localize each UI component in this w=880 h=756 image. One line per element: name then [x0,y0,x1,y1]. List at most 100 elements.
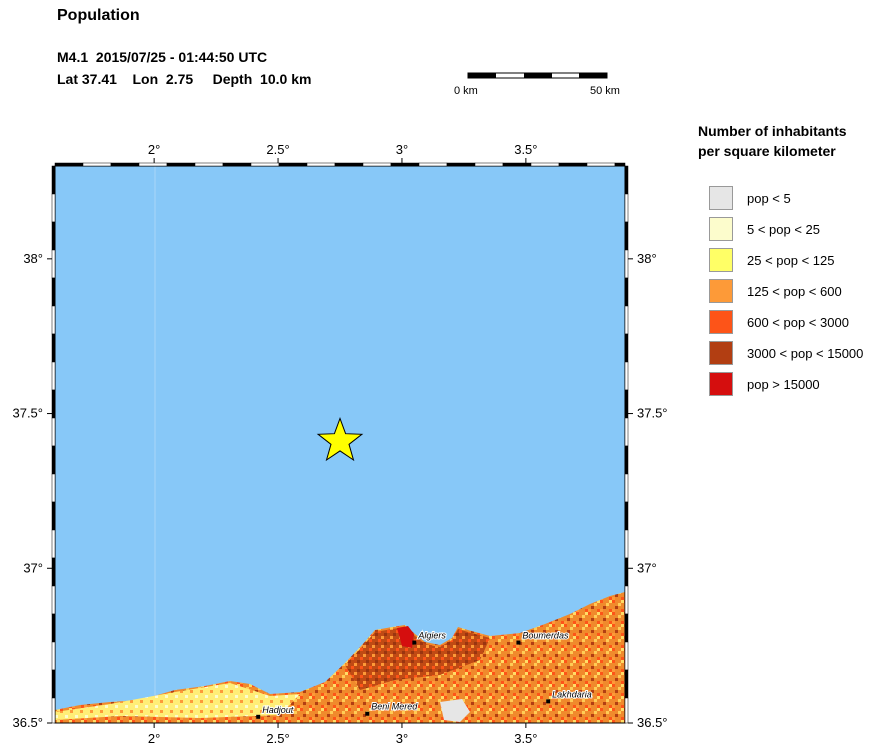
city-label: Beni Mered [371,702,418,712]
scale-bar [467,72,608,79]
city-marker [365,711,370,716]
frame-segment [334,162,364,167]
frame-segment [624,417,629,447]
legend-swatch [709,341,733,365]
lat-tick-label-right: 37° [637,560,657,575]
frame-segment [474,162,504,167]
frame-segment [51,445,56,475]
frame-segment [446,162,476,167]
legend-item: pop > 15000 [709,371,820,397]
frame-segment [51,613,56,643]
frame-segment [222,162,252,167]
lat-tick-label-right: 38° [637,251,657,266]
frame-segment [362,162,392,167]
frame-segment [624,389,629,419]
map-title: Population [57,7,140,24]
legend-title: Number of inhabitants per square kilomet… [698,121,847,161]
legend-item: pop < 5 [709,185,791,211]
frame-segment [166,162,196,167]
frame-segment [110,162,140,167]
event-location: Lat 37.41 Lon 2.75 Depth 10.0 km [57,71,312,87]
frame-segment [624,697,629,724]
frame-segment [624,165,629,195]
legend-label: pop > 15000 [747,376,820,392]
legend-item: 5 < pop < 25 [709,216,820,242]
frame-segment [624,193,629,223]
frame-segment [51,641,56,671]
frame-segment [54,162,84,167]
frame-segment [51,585,56,615]
frame-segment [51,473,56,503]
frame-segment [278,162,308,167]
legend-label: 5 < pop < 25 [747,221,821,237]
frame-segment [624,501,629,531]
legend-item: 3000 < pop < 15000 [709,340,863,366]
legend-title-line2: per square kilometer [698,143,836,159]
frame-segment [624,249,629,279]
frame-segment [624,333,629,363]
frame-segment [51,221,56,251]
city-label: Algiers [417,631,446,641]
legend-item: 25 < pop < 125 [709,247,834,273]
frame-segment [194,162,224,167]
frame-segment [51,529,56,559]
sparse-area [440,699,470,722]
frame-segment [624,473,629,503]
scale-bar-right-label: 50 km [590,85,620,97]
lat-tick-label-left: 36.5° [12,715,43,730]
city-marker [256,714,261,719]
city-label: Boumerdas [522,631,569,641]
city-marker [412,640,417,645]
frame-segment [624,305,629,335]
legend-swatch [709,186,733,210]
legend-swatch [709,248,733,272]
legend-swatch [709,217,733,241]
lat-tick-label-left: 38° [23,251,43,266]
frame-segment [138,162,168,167]
frame-segment [624,585,629,615]
city-marker [516,640,521,645]
city-label: Hadjout [262,705,294,715]
frame-segment [624,445,629,475]
legend-swatch [709,279,733,303]
frame-segment [558,162,588,167]
land-high-density [345,627,490,690]
scale-bar-left-label: 0 km [454,85,478,97]
frame-segment [51,165,56,195]
frame-segment [306,162,336,167]
frame-segment [51,305,56,335]
frame-segment [250,162,280,167]
frame-segment [624,613,629,643]
legend-swatch [709,372,733,396]
lat-tick-label-left: 37° [23,560,43,575]
frame-segment [51,333,56,363]
frame-segment [530,162,560,167]
lon-tick-label-top: 2° [148,142,160,157]
frame-segment [51,249,56,279]
lon-tick-label-bottom: 2.5° [266,731,289,746]
legend-label: 125 < pop < 600 [747,283,842,299]
frame-segment [51,697,56,724]
frame-segment [502,162,532,167]
algiers-urban-area [397,626,414,648]
frame-segment [51,557,56,587]
frame-segment [624,361,629,391]
event-summary: M4.1 2015/07/25 - 01:44:50 UTC [57,49,268,65]
legend-label: 600 < pop < 3000 [747,314,849,330]
frame-segment [614,162,626,167]
frame-segment [51,389,56,419]
frame-segment [624,277,629,307]
frame-segment [624,641,629,671]
frame-segment [51,501,56,531]
frame-segment [586,162,616,167]
lon-tick-label-bottom: 2° [148,731,160,746]
legend-label: 3000 < pop < 15000 [747,345,864,361]
frame-segment [82,162,112,167]
city-label: Lakhdaria [552,689,592,699]
frame-segment [390,162,420,167]
lat-tick-label-right: 36.5° [637,715,668,730]
lat-tick-label-right: 37.5° [637,406,668,421]
lon-tick-label-top: 3° [396,142,408,157]
frame-segment [51,361,56,391]
